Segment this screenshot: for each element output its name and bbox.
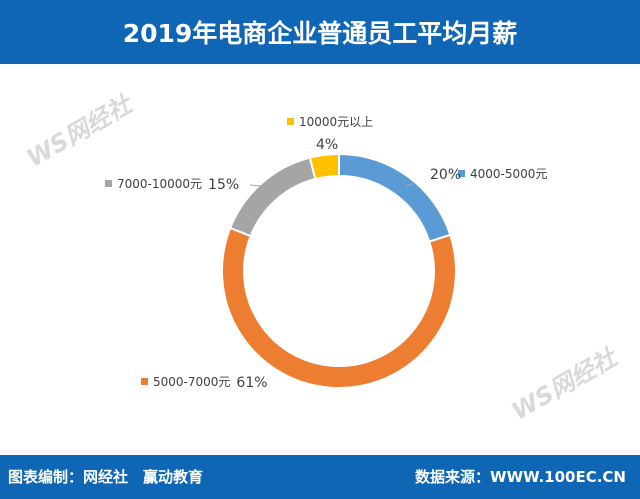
title-bar: 2019年电商企业普通员工平均月薪 [0,0,640,64]
legend-swatch [141,378,148,385]
donut-slice [308,152,340,181]
legend-swatch [458,170,465,177]
leader-line [249,184,263,187]
leader-line [405,182,416,187]
donut-slice [221,226,457,389]
category-label: 7000-10000元 [117,177,202,191]
legend-swatch [105,180,112,187]
chart-credit: 图表编制：网经社 赢动教育 [8,468,204,486]
category-label: 10000元以上 [299,115,373,129]
data-label: 61% [236,375,267,391]
legend-swatch [287,118,294,125]
category-label: 4000-5000元 [470,167,547,181]
data-source: 数据来源：WWW.100EC.CN [415,468,626,486]
donut-slice [228,156,317,238]
data-label: 20% [430,167,461,183]
chart-title: 2019年电商企业普通员工平均月薪 [122,19,518,48]
data-label: 15% [208,177,239,193]
footer-bar: 图表编制：网经社 赢动教育 数据来源：WWW.100EC.CN [0,455,640,499]
data-label: 4% [316,137,338,153]
category-label: 5000-7000元 [153,375,230,389]
